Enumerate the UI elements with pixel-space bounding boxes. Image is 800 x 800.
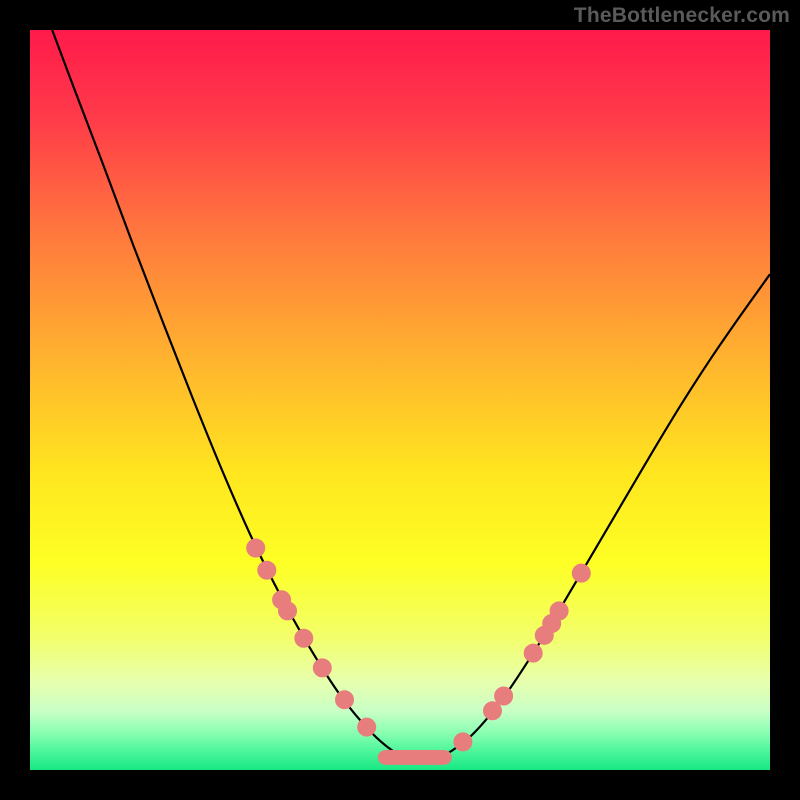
curve-marker [295,629,313,647]
curve-marker [454,733,472,751]
curve-marker [247,539,265,557]
bottleneck-curve-chart [0,0,800,800]
curve-marker [313,659,331,677]
curve-marker [336,691,354,709]
curve-marker [358,718,376,736]
plot-background [30,30,770,770]
valley-floor-band [378,750,452,765]
curve-marker [550,602,568,620]
curve-marker [524,644,542,662]
watermark-text: TheBottlenecker.com [574,4,790,28]
curve-marker [572,564,590,582]
curve-marker [495,687,513,705]
curve-marker [484,702,502,720]
curve-marker [279,602,297,620]
curve-marker [258,561,276,579]
chart-frame: TheBottlenecker.com [0,0,800,800]
